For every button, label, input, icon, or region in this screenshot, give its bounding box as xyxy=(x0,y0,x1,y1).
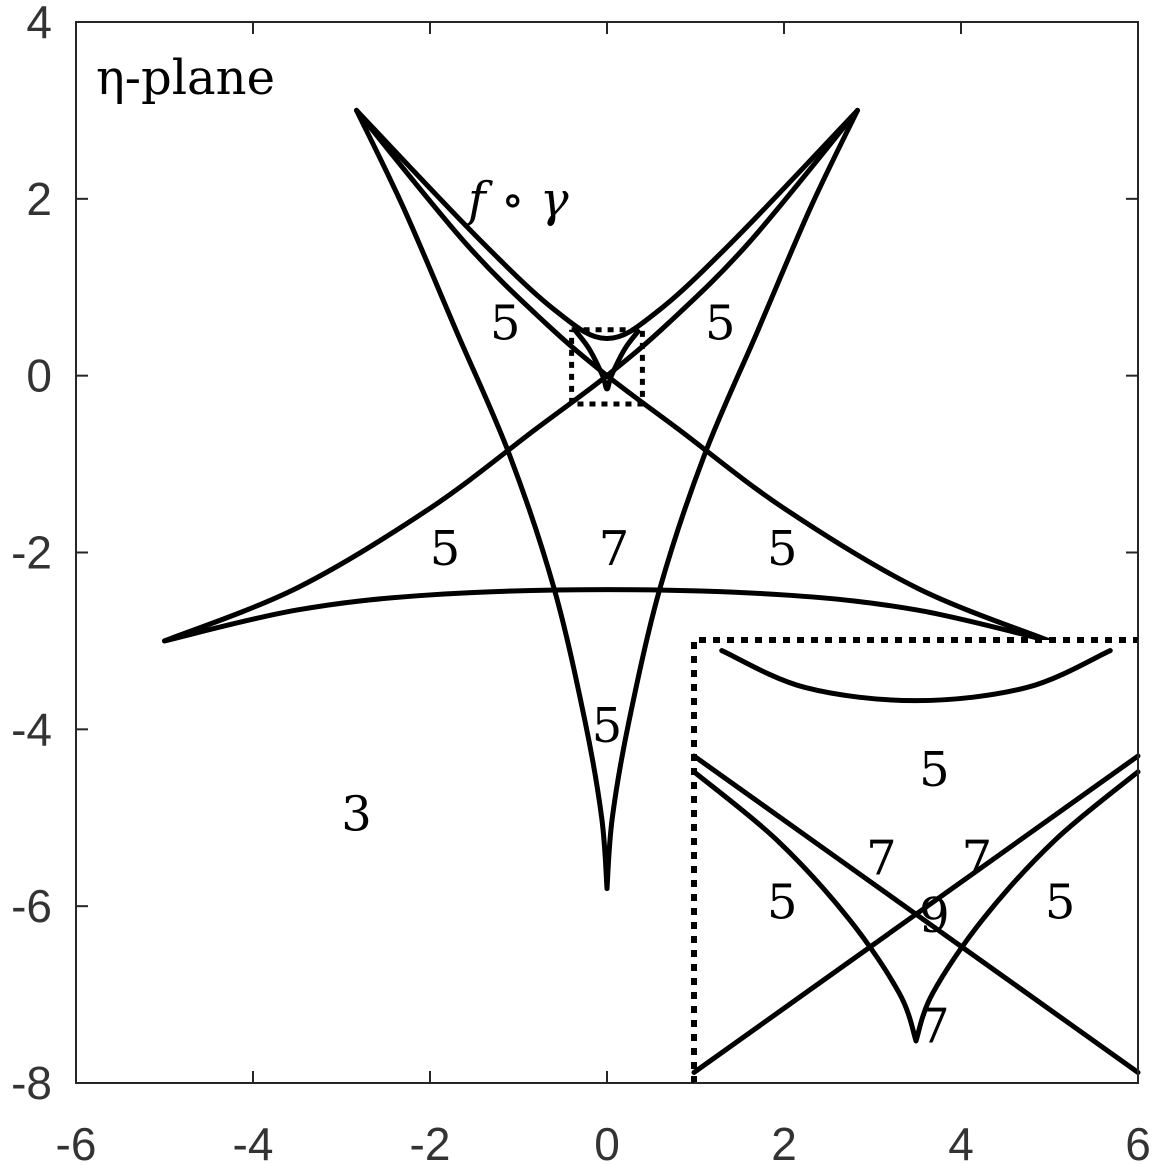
region-count-label: 5 xyxy=(490,296,521,352)
x-tick-label: -2 xyxy=(410,1118,451,1165)
y-tick-label: -6 xyxy=(11,880,52,932)
x-tick-label: 4 xyxy=(948,1118,974,1165)
curve-segment xyxy=(162,587,1052,644)
region-count-label: 5 xyxy=(705,296,736,352)
x-tick-label: -6 xyxy=(56,1118,97,1165)
curve-segment xyxy=(573,328,641,392)
y-tick-label: -8 xyxy=(11,1057,52,1109)
region-count-label: 5 xyxy=(430,521,461,577)
region-count-label: 5 xyxy=(767,521,798,577)
region-count-label: 7 xyxy=(919,999,950,1055)
curve-segment xyxy=(354,107,1052,644)
region-count-label: 9 xyxy=(919,888,950,944)
curve-segment xyxy=(354,107,610,891)
curve-segment xyxy=(604,107,860,891)
y-tick-label: 4 xyxy=(26,0,52,48)
inset-curve-segment xyxy=(719,648,1113,704)
region-count-label: 5 xyxy=(592,698,623,754)
region-count-label: 5 xyxy=(919,742,950,798)
region-count-label: 5 xyxy=(767,875,798,931)
plane-label: η-plane xyxy=(96,50,275,106)
curve-segment xyxy=(162,107,860,644)
x-tick-label: 2 xyxy=(771,1118,797,1165)
x-tick-label: 0 xyxy=(594,1118,620,1165)
y-tick-label: 2 xyxy=(26,173,52,225)
inset-curve-segment xyxy=(691,753,1141,1075)
region-count-label: 7 xyxy=(866,831,897,887)
curve-segment xyxy=(354,107,860,342)
inset-curves xyxy=(691,637,1141,1084)
region-count-label: 5 xyxy=(1045,875,1076,931)
x-tick-label: 6 xyxy=(1125,1118,1151,1165)
inset-curve-segment xyxy=(691,769,919,1044)
curve-label: f ∘ γ xyxy=(465,172,569,228)
curves xyxy=(162,107,1052,891)
zoom-box xyxy=(569,327,645,407)
region-count-label: 7 xyxy=(962,831,993,887)
x-tick-label: -4 xyxy=(233,1118,274,1165)
y-tick-label: 0 xyxy=(26,350,52,402)
y-tick-label: -2 xyxy=(11,527,52,579)
inset-background xyxy=(694,640,1138,1083)
inset-curve-segment xyxy=(913,769,1141,1044)
region-count-label: 7 xyxy=(599,521,630,577)
y-tick-label: -4 xyxy=(11,703,52,755)
region-count-label: 3 xyxy=(341,786,372,842)
